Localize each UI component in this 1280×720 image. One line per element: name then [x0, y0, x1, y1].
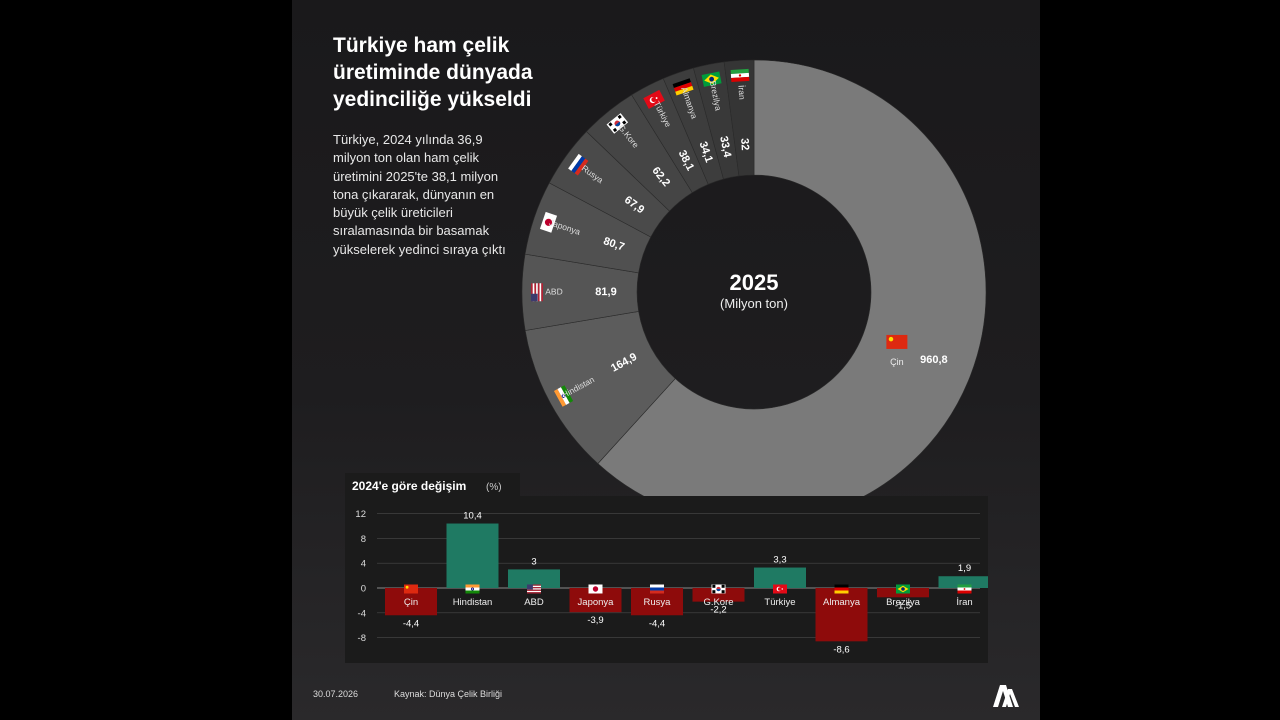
donut-chart: Çin 960,8164,9Hindistan81,9ABD80,7Japonya…	[521, 59, 987, 525]
germany-flag	[672, 78, 694, 96]
y-tick-label: -8	[358, 633, 366, 644]
y-tick-label: 4	[361, 559, 366, 570]
x-category-label: Rusya	[644, 597, 672, 608]
donut-center-title: 2025	[730, 270, 779, 295]
bar-chart-title-unit: (%)	[486, 482, 502, 493]
brazil-flag	[896, 584, 910, 594]
footer-date: 30.07.2026	[313, 689, 359, 699]
china-flag	[404, 584, 418, 594]
bars	[385, 523, 991, 642]
germany-flag	[834, 584, 849, 594]
bar[interactable]	[692, 588, 745, 602]
usa-flag	[530, 283, 544, 302]
bar-chart-background	[345, 496, 988, 663]
bar-value-label: -3,9	[587, 615, 603, 626]
japan-flag	[539, 211, 558, 233]
description-text: Türkiye, 2024 yılında 36,9 milyon ton ol…	[333, 132, 506, 257]
bar[interactable]	[754, 567, 806, 588]
bar-value-label: -8,6	[833, 644, 849, 655]
slice-label: Çin	[890, 357, 904, 367]
bar-value-label: -1,5	[895, 600, 911, 611]
y-tick-label: 12	[355, 509, 366, 520]
japan-flag	[588, 584, 603, 594]
china-flag	[886, 334, 908, 349]
x-category-label: Brezilya	[886, 597, 921, 608]
bar-chart: 2024'e göre değişim (%) 12 8 4 0 -4 -8 Çin -4,4 Hi…	[345, 473, 991, 663]
bar[interactable]	[446, 523, 499, 588]
brazil-flag	[701, 71, 722, 87]
y-tick-label: 0	[361, 584, 366, 595]
bar[interactable]	[938, 576, 991, 588]
bar-value-label: 1,9	[958, 563, 971, 574]
bar[interactable]	[508, 569, 560, 588]
aa-logo-icon	[993, 685, 1019, 707]
x-category-label: Çin	[404, 597, 418, 608]
slice-label: ABD	[545, 287, 562, 297]
x-category-label: G.Kore	[703, 597, 733, 608]
y-tick-label: 8	[361, 534, 366, 545]
x-category-label: İran	[956, 597, 972, 608]
x-category-label: ABD	[524, 597, 544, 608]
russia-flag	[568, 153, 589, 176]
donut-slice[interactable]	[723, 59, 755, 177]
slice-label: İran	[736, 85, 747, 101]
india-flag	[553, 385, 574, 407]
turkey-flag	[773, 584, 787, 594]
y-tick-label: -4	[358, 608, 366, 619]
slice-value: 32	[738, 138, 751, 151]
slice-value: 33,4	[717, 135, 733, 159]
turkey-flag	[643, 89, 665, 109]
usa-flag	[527, 584, 541, 594]
russia-flag	[650, 584, 664, 594]
x-category-label: Almanya	[823, 597, 861, 608]
page-title: Türkiye ham çelik üretiminde dünyada yed…	[333, 34, 533, 111]
iran-flag	[730, 68, 750, 83]
bar-value-label: -4,4	[403, 618, 419, 629]
x-category-label: Hindistan	[453, 597, 493, 608]
x-category-label: Japonya	[578, 597, 615, 608]
bar-chart-title-bg	[345, 473, 520, 497]
bar-value-label: 3,3	[773, 555, 786, 566]
bar-value-label: 3	[531, 556, 536, 567]
bar-value-label: -2,2	[710, 605, 726, 616]
footer-source: Kaynak: Dünya Çelik Birliği	[394, 689, 503, 699]
south-korea-flag	[711, 584, 726, 594]
slice-value: 960,8	[920, 354, 948, 366]
bar-value-label: 10,4	[463, 511, 482, 522]
iran-flag	[957, 584, 972, 594]
india-flag	[465, 584, 480, 594]
bar-chart-title: 2024'e göre değişim	[352, 479, 466, 493]
x-category-label: Türkiye	[764, 597, 795, 608]
slice-value: 81,9	[595, 286, 616, 298]
bar[interactable]	[815, 588, 868, 642]
south-korea-flag	[606, 113, 629, 134]
bar-value-label: -4,4	[649, 618, 665, 629]
donut-center-subtitle: (Milyon ton)	[720, 296, 788, 311]
